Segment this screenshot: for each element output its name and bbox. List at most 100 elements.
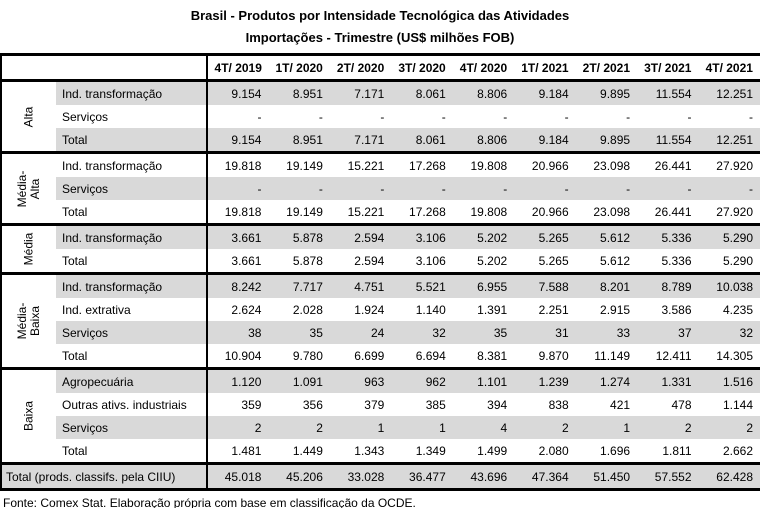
value-cell: 8.381 xyxy=(477,348,508,363)
value-cell: 2.594 xyxy=(329,223,392,249)
table-row: Média- Alta Ind. transformação 19.818 19.14… xyxy=(1,151,760,225)
value-cell: 9.895 xyxy=(575,79,638,105)
group-label-media-alta: Média- Alta xyxy=(1,151,56,225)
value-cell: 8.806 xyxy=(452,79,515,105)
value-cell: 5.202 xyxy=(452,223,515,249)
group-label-media-baixa: Média-Baixa xyxy=(1,272,56,369)
value-cell: 838 xyxy=(548,397,569,412)
table-body: Alta Ind. transformação 9.154 8.951 7.171 8.0… xyxy=(1,79,760,490)
value-cell: 8.806 xyxy=(452,128,515,153)
value-cell: 2.028 xyxy=(292,302,323,317)
row-label: Serviços xyxy=(56,416,207,439)
value-cell: 6.699 xyxy=(354,348,385,363)
row-label: Ind. transformação xyxy=(56,79,207,105)
value-cell: 12.251 xyxy=(698,128,760,153)
group-label-text: Média-Baixa xyxy=(15,302,42,340)
value-cell: 5.202 xyxy=(477,253,508,268)
column-header: 1T/ 2020 xyxy=(268,54,330,82)
table-row: Total 19.818 19.149 15.221 17.268 19.808 20.96… xyxy=(1,200,760,225)
row-label: Serviços xyxy=(56,177,207,200)
value-cell: - xyxy=(391,177,453,200)
value-cell: 9.184 xyxy=(514,128,576,153)
group-label-text: Média xyxy=(21,232,36,266)
row-label: Ind. transformação xyxy=(56,223,207,249)
value-cell: - xyxy=(380,109,385,124)
value-cell: 2 xyxy=(637,416,699,439)
value-cell: 2 xyxy=(205,416,269,439)
group-label-baixa: Baixa xyxy=(1,367,56,464)
value-cell: 2.251 xyxy=(538,302,569,317)
intensity-table: 4T/ 2019 1T/ 2020 2T/ 2020 3T/ 2020 4T/ 2020… xyxy=(0,53,760,491)
table-row: Média-Baixa Ind. transformação 8.242 7.717 4… xyxy=(1,272,760,369)
value-cell: 26.441 xyxy=(654,204,692,219)
value-cell: 19.149 xyxy=(268,151,330,177)
row-label: Ind. transformação xyxy=(56,272,207,298)
table-row: Total 10.904 9.780 6.699 6.694 8.381 9.870 11.1… xyxy=(1,344,760,369)
column-header: 1T/ 2021 xyxy=(514,54,576,82)
value-cell: 4.751 xyxy=(329,272,392,298)
value-cell: - xyxy=(637,177,699,200)
grand-total-value: 57.552 xyxy=(637,462,699,490)
value-cell: 1.101 xyxy=(452,367,515,393)
value-cell: 1.499 xyxy=(477,443,508,458)
value-cell: - xyxy=(503,109,508,124)
value-cell: 9.154 xyxy=(205,79,269,105)
value-cell: 962 xyxy=(391,367,453,393)
value-cell: 6.694 xyxy=(415,348,446,363)
table-header: 4T/ 2019 1T/ 2020 2T/ 2020 3T/ 2020 4T/ 2020… xyxy=(1,54,760,82)
value-cell: - xyxy=(205,177,269,200)
value-cell: 4.235 xyxy=(722,302,753,317)
title-line-2: Importações - Trimestre (US$ milhões FOB… xyxy=(245,30,515,45)
value-cell: 3.661 xyxy=(205,249,269,274)
value-cell: 9.184 xyxy=(514,79,576,105)
value-cell: 2.915 xyxy=(600,302,631,317)
value-cell: 27.920 xyxy=(698,151,760,177)
value-cell: 8.789 xyxy=(637,272,699,298)
row-label: Ind. transformação xyxy=(56,151,207,177)
value-cell: 17.268 xyxy=(391,151,453,177)
column-header: 3T/ 2021 xyxy=(637,54,699,82)
grand-total-value: 45.206 xyxy=(268,462,330,490)
value-cell: - xyxy=(268,177,330,200)
table-row: Total 3.661 5.878 2.594 3.106 5.202 5.265 5.612… xyxy=(1,249,760,274)
value-cell: 19.808 xyxy=(452,151,515,177)
value-cell: 12.411 xyxy=(655,348,692,363)
value-cell: 1.274 xyxy=(575,367,638,393)
value-cell: 1.516 xyxy=(698,367,760,393)
value-cell: 17.268 xyxy=(409,204,446,219)
title-line-1: Brasil - Produtos por Intensidade Tecnol… xyxy=(190,8,570,23)
column-header: 3T/ 2020 xyxy=(391,54,453,82)
value-cell: 1 xyxy=(329,416,392,439)
row-label: Total xyxy=(62,348,88,363)
group-label-text: Alta xyxy=(21,106,36,127)
grand-total-label: Total (prods. classifs. pela CIIU) xyxy=(1,462,207,490)
column-header: 4T/ 2021 xyxy=(698,54,760,82)
value-cell: 33 xyxy=(575,321,638,344)
value-cell: 7.171 xyxy=(329,128,392,153)
value-cell: - xyxy=(564,109,569,124)
value-cell: 37 xyxy=(637,321,699,344)
value-cell: - xyxy=(575,177,638,200)
value-cell: 19.818 xyxy=(205,200,269,225)
value-cell: 2.594 xyxy=(354,253,385,268)
table-row: Média Ind. transformação 3.661 5.878 2.594 3.… xyxy=(1,223,760,274)
value-cell: 379 xyxy=(364,397,385,412)
value-cell: 359 xyxy=(205,393,269,416)
value-cell: 11.554 xyxy=(637,79,699,105)
row-label: Outras ativs. industriais xyxy=(62,397,187,412)
value-cell: 35 xyxy=(452,321,515,344)
row-label: Total xyxy=(62,253,88,268)
row-label: Total xyxy=(56,128,207,153)
value-cell: - xyxy=(687,109,692,124)
value-cell: 3.661 xyxy=(205,223,269,249)
source-note: Fonte: Comex Stat. Elaboração própria co… xyxy=(3,496,416,508)
group-label-text: Média- Alta xyxy=(15,170,42,207)
value-cell: 2 xyxy=(698,416,760,439)
value-cell: 7.588 xyxy=(514,272,576,298)
value-cell: 12.251 xyxy=(698,79,760,105)
corner-cell xyxy=(1,54,207,82)
value-cell: - xyxy=(452,177,515,200)
value-cell: 24 xyxy=(329,321,392,344)
value-cell: 1 xyxy=(575,416,638,439)
value-cell: 35 xyxy=(268,321,330,344)
